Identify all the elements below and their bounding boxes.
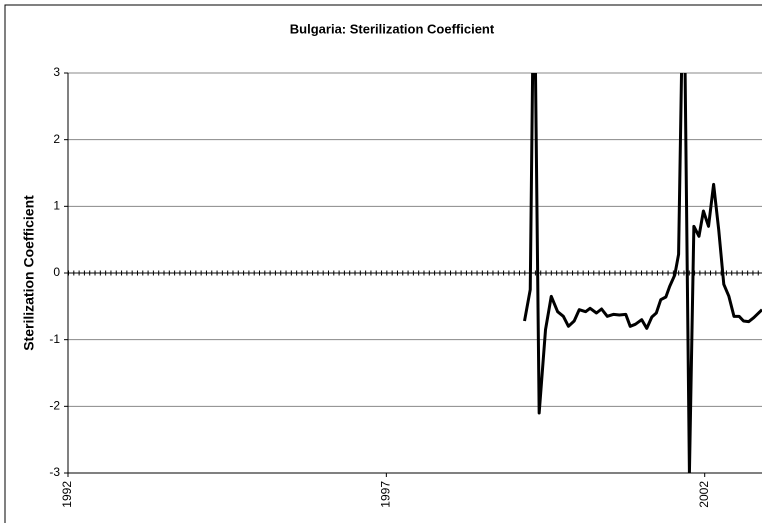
y-axis-label: Sterilization Coefficient xyxy=(21,195,37,351)
x-tick-label: 1997 xyxy=(379,481,393,508)
x-tick-label: 2002 xyxy=(697,481,711,508)
chart-frame xyxy=(4,4,762,523)
y-tick-label: 3 xyxy=(53,65,60,79)
x-tick-label: 1992 xyxy=(60,481,74,508)
y-tick-label: -1 xyxy=(49,332,60,346)
y-tick-label: 0 xyxy=(53,265,60,279)
y-tick-label: -2 xyxy=(49,399,60,413)
y-tick-label: 1 xyxy=(53,199,60,213)
data-line xyxy=(523,73,762,473)
chart-title: Bulgaria: Sterilization Coefficient xyxy=(290,21,495,36)
y-tick-label: -3 xyxy=(49,465,60,479)
y-tick-label: 2 xyxy=(53,132,60,146)
